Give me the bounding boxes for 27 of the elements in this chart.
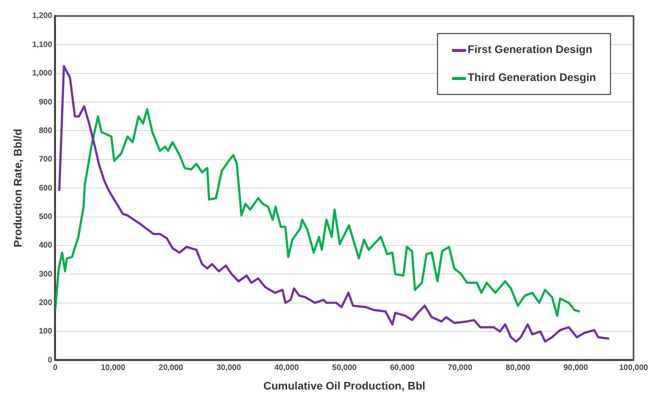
y-tick-label: 500 bbox=[38, 212, 53, 221]
x-tick-label: 30,000 bbox=[216, 363, 242, 372]
y-tick-label: 0 bbox=[48, 355, 53, 364]
x-tick-label: 80,000 bbox=[506, 363, 531, 372]
y-tick-label: 1,000 bbox=[32, 68, 53, 78]
x-tick-label: 90,000 bbox=[563, 363, 588, 372]
y-tick-label: 700 bbox=[38, 154, 53, 164]
legend-label: First Generation Design bbox=[468, 44, 592, 56]
x-tick-label: 10,000 bbox=[100, 363, 126, 372]
y-tick-label: 800 bbox=[38, 126, 53, 135]
y-tick-label: 100 bbox=[38, 326, 53, 336]
x-tick-label: 20,000 bbox=[158, 363, 184, 372]
x-tick-label: 70,000 bbox=[448, 363, 473, 372]
y-tick-label: 1,200 bbox=[32, 11, 53, 20]
legend-label: Third Generation Desgin bbox=[468, 72, 596, 84]
x-tick-label: 100,000 bbox=[619, 363, 649, 372]
x-tick-label: 50,000 bbox=[332, 363, 358, 372]
x-tick-label: 40,000 bbox=[274, 363, 300, 372]
y-tick-label: 300 bbox=[38, 269, 53, 278]
y-axis-title: Production Rate, Bbl/d bbox=[12, 128, 25, 248]
y-tick-label: 200 bbox=[38, 298, 53, 308]
x-axis-title: Cumulative Oil Production, Bbl bbox=[263, 380, 426, 392]
x-tick-label: 60,000 bbox=[390, 363, 415, 372]
y-tick-label: 400 bbox=[38, 240, 53, 250]
y-tick-label: 1,100 bbox=[32, 40, 53, 49]
y-tick-label: 600 bbox=[38, 183, 53, 192]
y-tick-label: 900 bbox=[38, 97, 53, 106]
